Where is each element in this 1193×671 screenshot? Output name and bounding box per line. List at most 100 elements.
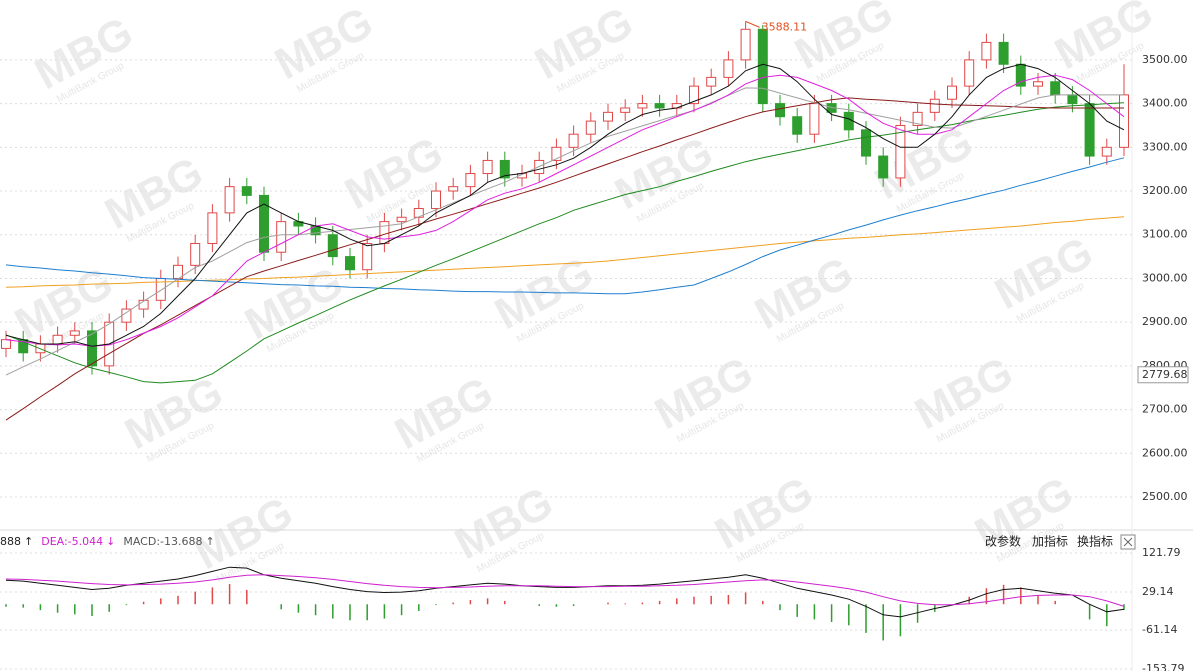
candle-body [947, 85, 957, 100]
close-icon[interactable] [1123, 537, 1133, 547]
candle-body [843, 111, 854, 131]
candle-body [345, 256, 355, 271]
candle-body [190, 242, 201, 266]
y-tick-label: 2700.00 [1142, 403, 1188, 416]
line [5, 157, 1125, 295]
candle-body [379, 221, 390, 244]
candle-body [654, 103, 665, 109]
legend-text: MACD:-13.688 [123, 535, 202, 548]
legend-text: 888 [0, 535, 21, 548]
price-marker: 2779.68 [1142, 368, 1188, 381]
candle-body [431, 190, 441, 210]
candle-body [87, 330, 97, 367]
y-tick-label: 3300.00 [1142, 140, 1188, 153]
y-tick-label: -61.14 [1142, 623, 1177, 636]
legend-arrow: ↓ [106, 535, 115, 548]
line [5, 87, 1124, 376]
candle-body [757, 28, 768, 105]
indicator-button[interactable]: 改参数 [985, 534, 1021, 549]
legend-text: DEA:-5.044 [41, 535, 103, 548]
candle-body [964, 59, 975, 87]
candle-body [396, 216, 407, 223]
y-tick-label: 3500.00 [1142, 53, 1188, 66]
y-tick-label: 2500.00 [1142, 490, 1188, 503]
candle-body [241, 186, 252, 196]
candle-body [912, 111, 923, 126]
y-tick-label: 3000.00 [1142, 271, 1188, 284]
candle-body [52, 334, 63, 345]
candle-body [878, 155, 889, 179]
candle-body [792, 116, 803, 135]
candle-body [620, 107, 631, 113]
candle-body [723, 59, 734, 78]
candle-body [775, 103, 785, 118]
legend-arrow: ↑ [206, 535, 215, 548]
candle-body [568, 133, 579, 148]
line [5, 74, 1125, 347]
y-tick-label: 121.79 [1142, 546, 1181, 559]
candle-body [448, 186, 459, 192]
y-tick-label: 29.14 [1142, 585, 1174, 598]
candle-body [998, 41, 1009, 65]
y-tick-label: 3200.00 [1142, 184, 1188, 197]
candle-body [706, 76, 717, 87]
candle-body [327, 234, 338, 258]
line [5, 574, 1125, 607]
legend-arrow: ↑ [24, 535, 33, 548]
indicator-button[interactable]: 换指标 [1077, 534, 1113, 549]
candle-body [981, 41, 992, 61]
candle-body [465, 173, 476, 188]
candle-body [689, 85, 699, 105]
candle-body [551, 146, 562, 161]
candle-body [362, 242, 373, 271]
candle-body [1033, 81, 1043, 87]
indicator-button[interactable]: 加指标 [1032, 534, 1068, 549]
candle-body [809, 103, 820, 135]
y-tick-label: 2600.00 [1142, 446, 1188, 459]
line [5, 102, 1125, 384]
y-tick-label: 2900.00 [1142, 315, 1188, 328]
candle-body [69, 330, 80, 336]
candle-body [276, 221, 287, 253]
candle-body [603, 111, 613, 122]
candle-body [1, 339, 11, 349]
y-tick-label: -153.79 [1142, 662, 1184, 671]
candle-body [1084, 103, 1095, 157]
y-tick-label: 3100.00 [1142, 228, 1188, 241]
candle-body [585, 120, 596, 135]
close-button[interactable] [1120, 534, 1136, 550]
candle-body [482, 159, 493, 175]
candle-body [861, 129, 871, 157]
candle-body [637, 103, 648, 109]
line [5, 566, 1125, 618]
max-pointer [745, 20, 760, 28]
candle-body [929, 98, 940, 113]
candle-body [1101, 146, 1112, 157]
y-tick-label: 3400.00 [1142, 97, 1188, 110]
candle-body [207, 212, 218, 244]
price-marker-box [1137, 366, 1189, 384]
line [5, 97, 1124, 421]
max-label: 3588.11 [762, 20, 808, 33]
line [5, 63, 1125, 347]
candle-body [499, 159, 510, 179]
plot: 2500.002600.002700.002800.002900.003000.… [0, 20, 1189, 671]
candle-body [895, 124, 906, 179]
